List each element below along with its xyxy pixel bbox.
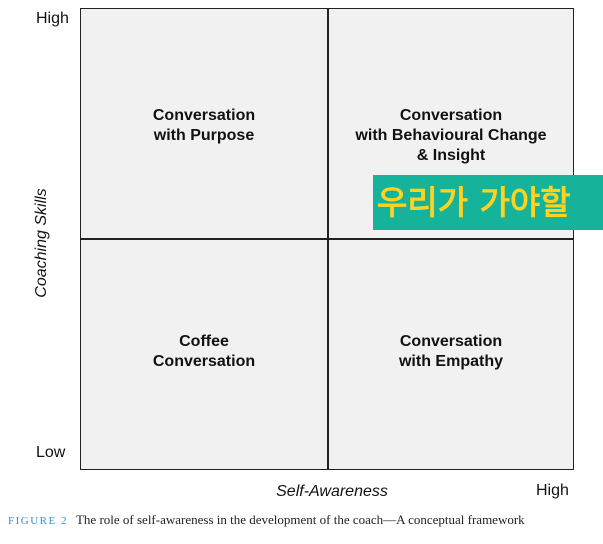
korean-overlay-banner: 우리가 가야할 <box>373 175 603 230</box>
quadrant-label-line: with Behavioural Change <box>355 127 547 144</box>
y-axis-high-label: High <box>36 10 69 27</box>
figure-number: FIGURE 2 <box>8 515 68 527</box>
y-axis-low-label: Low <box>36 444 66 461</box>
quadrant-label-line: & Insight <box>416 147 486 164</box>
x-axis-high-label: High <box>536 482 569 499</box>
y-axis-title: Coaching Skills <box>33 188 50 298</box>
quadrant-top-right: Conversation with Behavioural Change & I… <box>328 106 574 166</box>
quadrant-label-line: Conversation <box>152 107 256 124</box>
horizontal-divider <box>81 238 573 240</box>
x-axis-title: Self-Awareness <box>276 483 388 500</box>
quadrant-label-line: Coffee <box>179 333 229 350</box>
figure-caption-text: The role of self-awareness in the develo… <box>75 512 525 527</box>
quadrant-bottom-right: Conversation with Empathy <box>328 332 574 372</box>
quadrant-grid: Conversation with Purpose Conversation w… <box>80 8 574 470</box>
quadrant-bottom-left: Coffee Conversation <box>81 332 327 372</box>
figure-caption: FIGURE 2 The role of self-awareness in th… <box>8 512 525 528</box>
quadrant-label-line: with Purpose <box>153 127 255 144</box>
quadrant-label-line: Conversation <box>152 353 256 370</box>
quadrant-label-line: with Empathy <box>398 353 503 370</box>
quadrant-label-line: Conversation <box>399 333 503 350</box>
quadrant-label-line: Conversation <box>399 107 503 124</box>
quadrant-top-left: Conversation with Purpose <box>81 106 327 146</box>
